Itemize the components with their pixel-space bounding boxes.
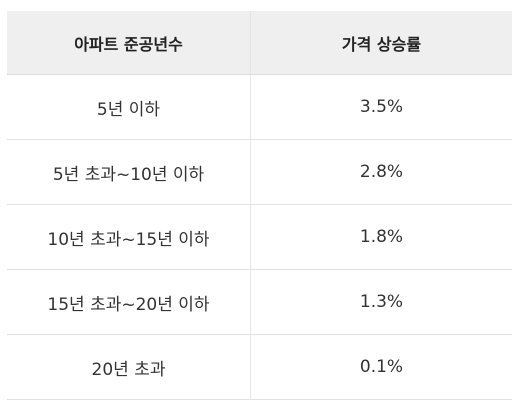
price-increase-cell: 1.8% [359,227,404,247]
table-row: 5년 이하 3.5% [7,75,512,140]
table-row: 20년 초과 0.1% [7,335,512,400]
building-age-cell: 20년 초과 [7,335,251,399]
price-increase-cell: 2.8% [359,162,404,182]
price-increase-cell: 1.3% [359,292,404,312]
price-increase-cell: 3.5% [359,97,404,117]
table-row: 5년 초과~10년 이하 2.8% [7,140,512,205]
building-age-cell: 10년 초과~15년 이하 [7,205,251,269]
table-row: 15년 초과~20년 이하 1.3% [7,270,512,335]
building-age-cell: 5년 초과~10년 이하 [7,140,251,204]
building-age-cell: 15년 초과~20년 이하 [7,270,251,334]
price-increase-table: 아파트 준공년수 가격 상승률 5년 이하 3.5% 5년 초과~10년 이하 … [7,11,512,400]
table-row: 10년 초과~15년 이하 1.8% [7,205,512,270]
header-building-age: 아파트 준공년수 [7,11,251,74]
table-header-row: 아파트 준공년수 가격 상승률 [7,11,512,75]
header-price-increase: 가격 상승률 [341,34,422,54]
building-age-cell: 5년 이하 [7,75,251,139]
price-increase-cell: 0.1% [359,357,404,377]
